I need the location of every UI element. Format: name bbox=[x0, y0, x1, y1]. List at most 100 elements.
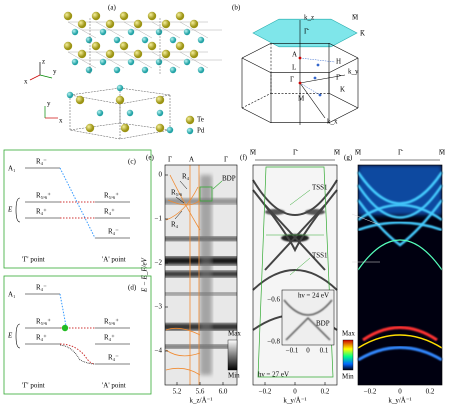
line bbox=[95, 21, 111, 31]
label: −0.8 bbox=[267, 338, 280, 346]
line bbox=[119, 129, 171, 140]
line bbox=[109, 29, 125, 39]
pd-atom bbox=[169, 66, 177, 74]
line bbox=[299, 57, 336, 63]
line bbox=[299, 74, 346, 84]
line bbox=[165, 59, 181, 69]
label: R₄⁻ bbox=[36, 284, 47, 292]
bz-point bbox=[313, 76, 317, 80]
label: −2 bbox=[155, 259, 163, 267]
line bbox=[174, 210, 183, 220]
label: Γ bbox=[168, 156, 172, 164]
pd-atom bbox=[99, 58, 107, 66]
curve bbox=[59, 344, 96, 365]
label: E − E_F/eV bbox=[141, 257, 149, 293]
label: y bbox=[53, 68, 57, 76]
surface-bz bbox=[252, 18, 358, 48]
te-atom bbox=[115, 95, 125, 105]
arpes-bg bbox=[253, 165, 337, 385]
label: hν = 27 eV bbox=[258, 371, 289, 379]
label: R₅,₆⁺ bbox=[36, 318, 51, 326]
label: BDP bbox=[222, 175, 236, 183]
curve bbox=[357, 346, 443, 362]
pd-atom bbox=[197, 36, 205, 44]
label: R₄⁺ bbox=[104, 334, 115, 342]
label: K bbox=[340, 86, 345, 94]
curve bbox=[59, 167, 96, 239]
te-atom bbox=[155, 95, 165, 105]
label: 0 bbox=[306, 347, 310, 355]
label: K̄ bbox=[360, 30, 365, 38]
label: R₄⁺ bbox=[36, 208, 47, 216]
label: M̄ bbox=[352, 14, 359, 22]
curve bbox=[165, 186, 199, 221]
label: Γ̄ bbox=[336, 74, 342, 82]
label: −1 bbox=[155, 215, 163, 223]
curve bbox=[59, 293, 67, 327]
label: R₅,₆⁺ bbox=[104, 192, 119, 200]
label: R₄ bbox=[182, 173, 190, 181]
line bbox=[67, 51, 83, 61]
label: 0.2 bbox=[321, 388, 330, 396]
label: 0 bbox=[293, 388, 297, 396]
line bbox=[69, 87, 121, 96]
pd-atom bbox=[99, 28, 107, 36]
label: Γ bbox=[290, 76, 294, 84]
line bbox=[165, 29, 181, 39]
label: A bbox=[189, 156, 194, 164]
pd-atom bbox=[113, 66, 121, 74]
label: Γ̄ bbox=[304, 28, 310, 36]
curve bbox=[167, 199, 201, 206]
te-atom bbox=[175, 11, 185, 21]
label: Γ bbox=[224, 156, 228, 164]
label: Max bbox=[228, 330, 241, 338]
label: TSS1 bbox=[312, 184, 328, 192]
curve bbox=[357, 239, 443, 271]
pd-atom bbox=[166, 126, 174, 134]
label: M bbox=[298, 95, 305, 103]
label: E bbox=[7, 206, 13, 214]
label: z bbox=[42, 58, 45, 66]
label: M̄ bbox=[439, 149, 446, 157]
label: hν = 24 eV bbox=[298, 292, 329, 300]
pd-atom bbox=[183, 28, 191, 36]
line bbox=[179, 180, 188, 190]
label: R₄⁺ bbox=[104, 208, 115, 216]
label: E bbox=[7, 332, 13, 340]
label: −0.6 bbox=[267, 296, 280, 304]
label: L bbox=[292, 64, 296, 72]
pd-atom bbox=[169, 36, 177, 44]
curve bbox=[169, 174, 201, 231]
label: Pd bbox=[197, 127, 205, 135]
line bbox=[241, 43, 272, 59]
label: 0.1 bbox=[320, 347, 329, 355]
pd-atom bbox=[71, 58, 79, 66]
te-atom bbox=[161, 49, 171, 59]
line bbox=[123, 51, 139, 61]
label: 0 bbox=[398, 388, 402, 396]
label: k_y/Å⁻¹ bbox=[283, 397, 306, 405]
label: −3 bbox=[155, 303, 163, 311]
pd-atom bbox=[141, 36, 149, 44]
te-atom bbox=[77, 49, 87, 59]
line bbox=[193, 59, 209, 69]
label: k_y/Å⁻¹ bbox=[388, 397, 411, 405]
curve bbox=[257, 166, 334, 378]
label: M̄ bbox=[334, 149, 341, 157]
te-atom bbox=[133, 49, 143, 59]
label: x bbox=[59, 117, 63, 125]
bulk bbox=[358, 165, 442, 215]
label: (f) bbox=[240, 154, 248, 162]
line bbox=[151, 51, 167, 61]
label: Te bbox=[197, 116, 204, 124]
pd-atom bbox=[155, 28, 163, 36]
curve bbox=[59, 343, 96, 365]
line bbox=[123, 21, 139, 31]
line bbox=[69, 129, 121, 140]
label: H bbox=[336, 58, 341, 66]
label: Min bbox=[228, 372, 240, 380]
frame bbox=[164, 164, 238, 386]
te-atom bbox=[91, 11, 101, 21]
label: 'A' point bbox=[102, 256, 126, 264]
label: Min bbox=[342, 373, 354, 381]
